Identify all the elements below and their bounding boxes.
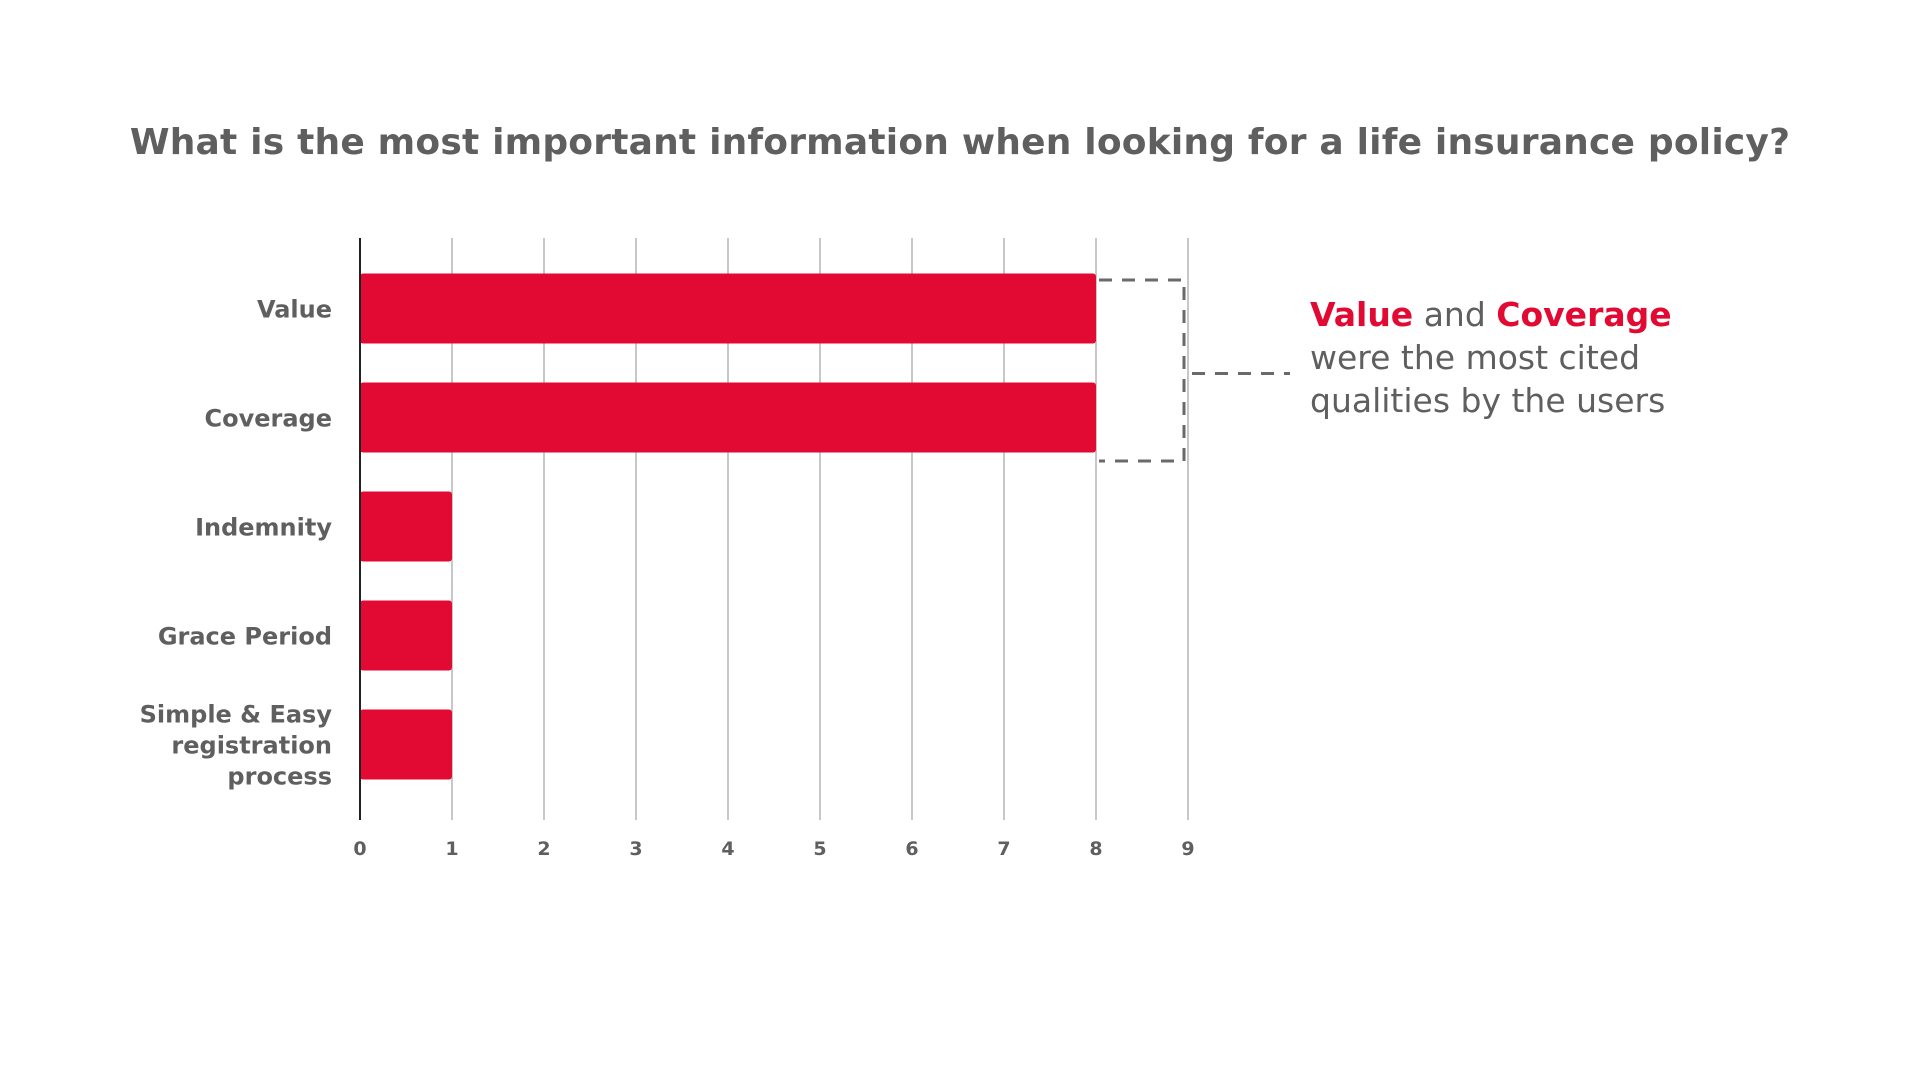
annotation-highlight-value: Value — [1310, 295, 1414, 334]
annotation-highlight-coverage: Coverage — [1496, 295, 1672, 334]
annotation-bracket — [1099, 278, 1290, 463]
annotation-line-3: qualities by the users — [1310, 381, 1666, 420]
category-labels: Value Coverage Indemnity Grace Period Simple… — [140, 296, 333, 791]
x-tick-label: 3 — [629, 838, 642, 860]
dashed-bracket — [1099, 278, 1186, 463]
annotation-line-1: Value and Coverage — [1310, 293, 1770, 336]
annotation-connector: and — [1413, 295, 1497, 334]
x-tick-label: 5 — [813, 838, 826, 860]
chart-title: What is the most important information w… — [129, 122, 1791, 163]
bar — [360, 491, 452, 562]
bars — [360, 273, 1096, 780]
x-tick-label: 4 — [721, 838, 734, 860]
category-label: Value — [257, 296, 332, 324]
x-tick-label: 9 — [1181, 838, 1194, 860]
category-label: Coverage — [204, 405, 332, 433]
bar — [360, 382, 1096, 453]
annotation-callout: Value and Coverage were the most cited q… — [1310, 293, 1770, 422]
category-label: Indemnity — [195, 514, 332, 542]
bar — [360, 709, 452, 780]
x-tick-label: 1 — [445, 838, 458, 860]
x-tick-label: 2 — [537, 838, 550, 860]
bar — [360, 273, 1096, 344]
category-label: Simple & Easy registration process — [140, 701, 333, 791]
x-tick-label: 6 — [905, 838, 918, 860]
x-tick-label: 7 — [997, 838, 1010, 860]
x-tick-label: 0 — [353, 838, 366, 860]
category-label: Grace Period — [158, 623, 332, 651]
annotation-line-2: were the most cited — [1310, 338, 1641, 377]
tick-labels: 0 1 2 3 4 5 6 7 8 9 — [353, 838, 1194, 860]
bar — [360, 600, 452, 671]
x-tick-label: 8 — [1089, 838, 1102, 860]
